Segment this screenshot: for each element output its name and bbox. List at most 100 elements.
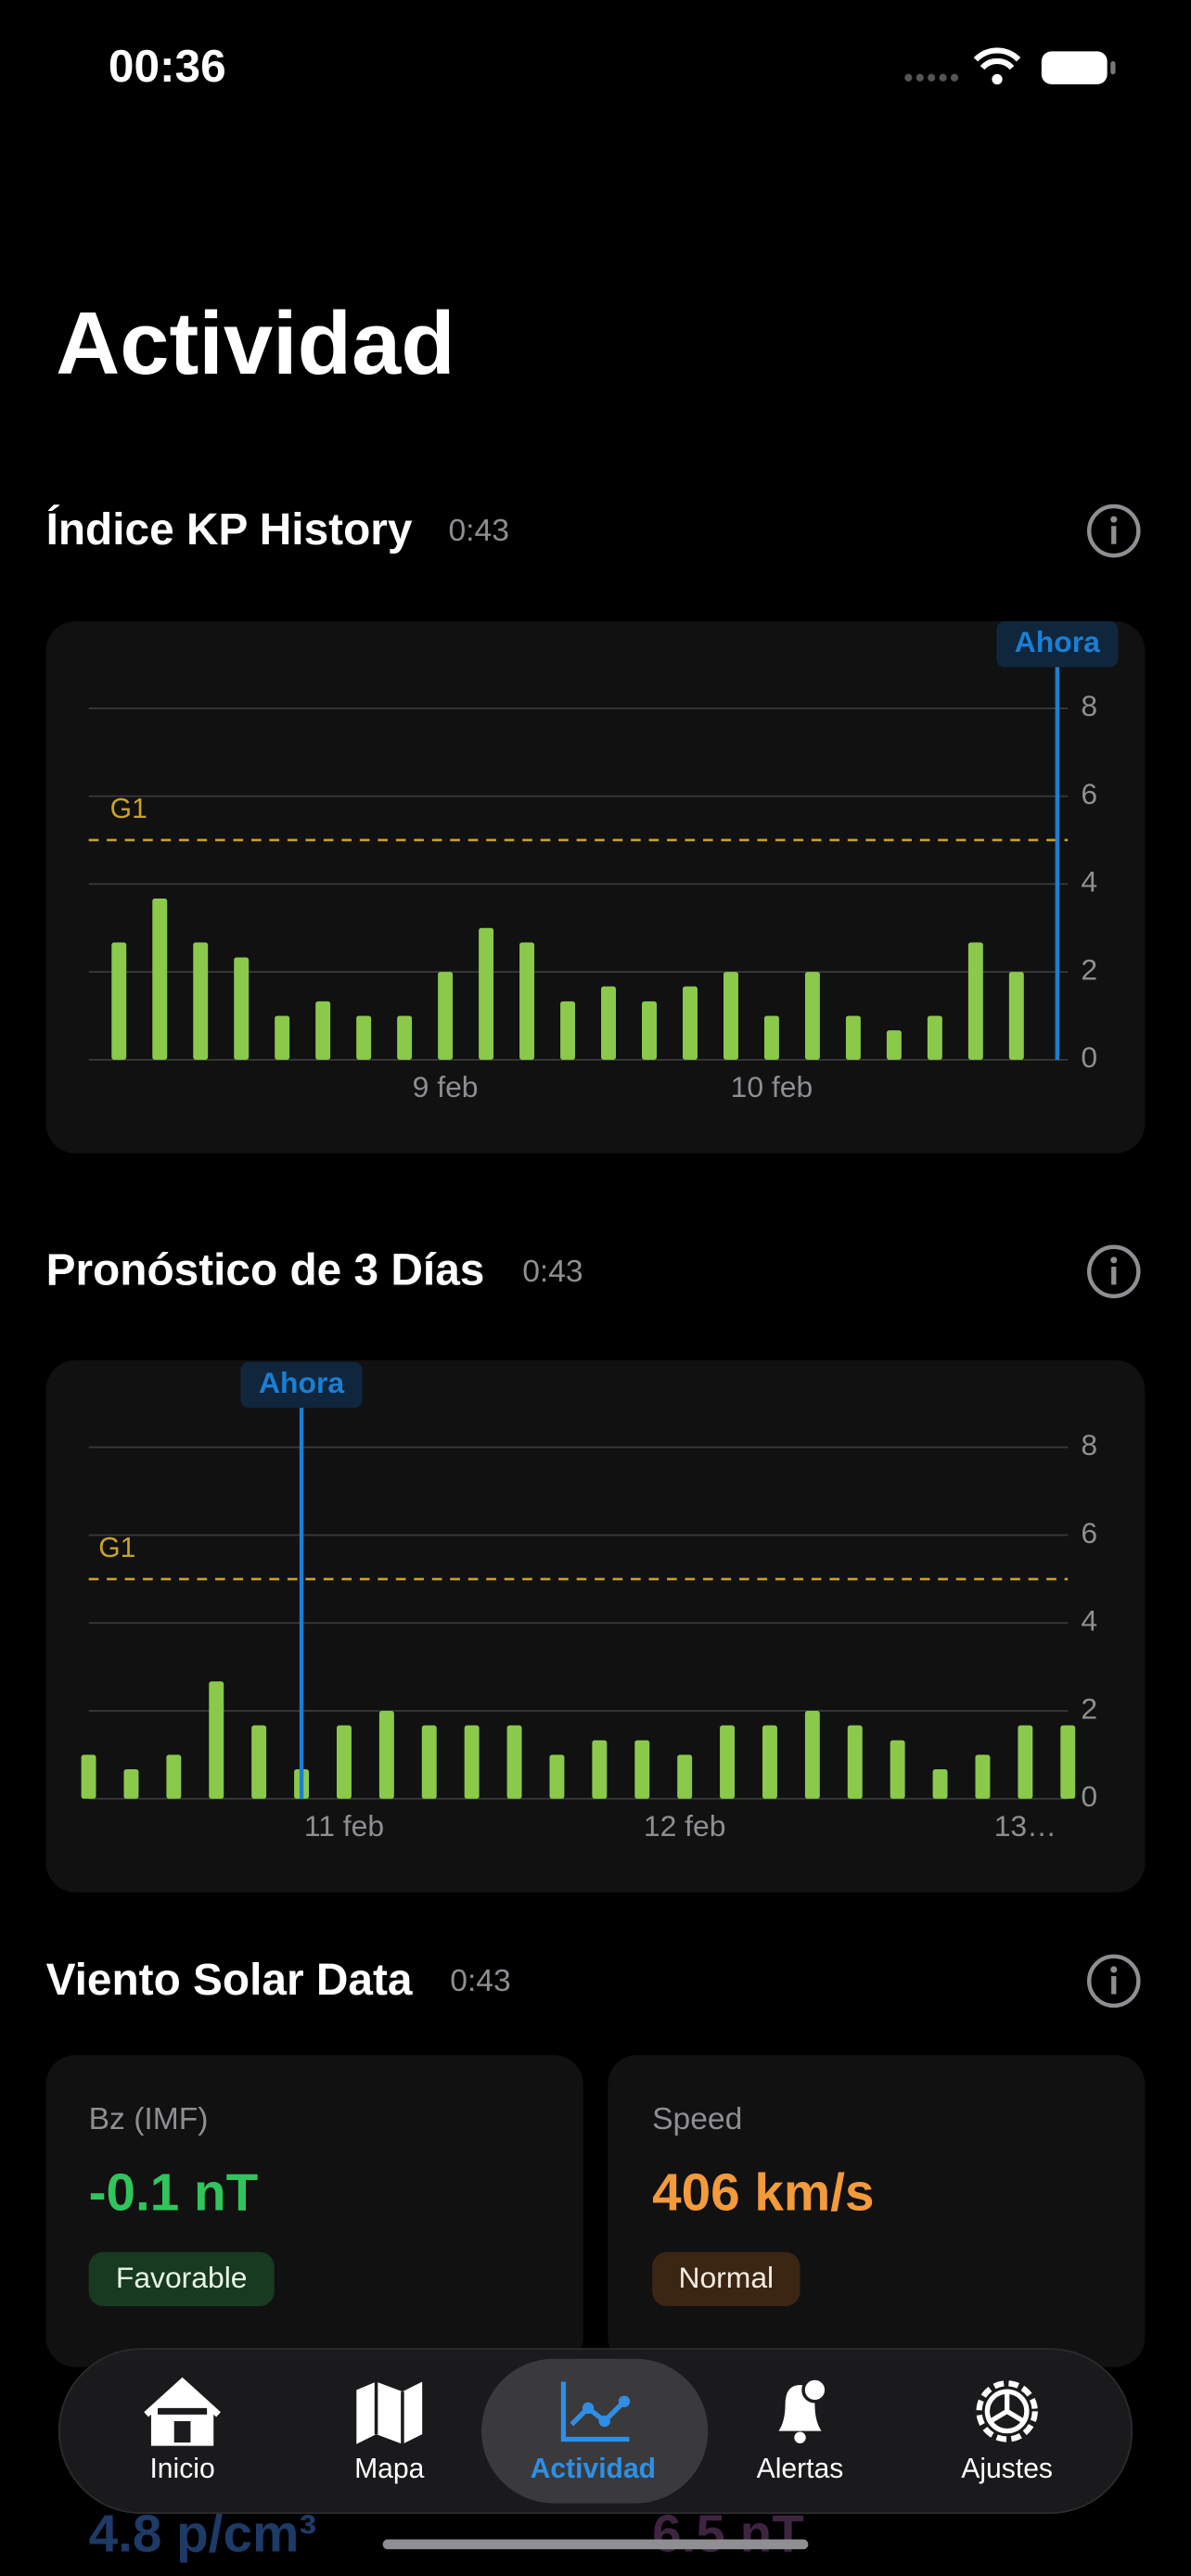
chart-card — [45, 620, 1146, 1154]
bar — [193, 942, 209, 1060]
bar — [315, 1001, 331, 1060]
bar — [1018, 1725, 1033, 1799]
threshold-label: G1 — [98, 1533, 135, 1563]
x-tick-label: 12 feb — [644, 1809, 726, 1843]
bar — [845, 1015, 861, 1060]
now-label: Ahora — [259, 1366, 344, 1399]
x-tick-label: 10 feb — [731, 1070, 813, 1103]
section-updated: 0:43 — [448, 514, 508, 548]
chart: 0 2 4 6 8 G1 11 feb 12 feb 13… Ahora — [81, 1361, 1097, 1843]
metric-value: 6.5 nT — [652, 2506, 804, 2564]
bar — [251, 1725, 267, 1799]
tab-label: Alertas — [757, 2454, 844, 2484]
bar — [677, 1754, 693, 1799]
metric-label: Bz (IMF) — [89, 2102, 209, 2136]
bar — [927, 1015, 942, 1060]
tab-item[interactable]: Mapa — [354, 2381, 425, 2485]
metric-label: Speed — [652, 2102, 742, 2136]
y-tick-label: 2 — [1081, 952, 1097, 986]
bar — [720, 1725, 736, 1799]
bar — [479, 927, 494, 1060]
bar — [967, 942, 983, 1060]
tab-label: Ajustes — [961, 2454, 1053, 2484]
x-tick-label: 11 feb — [304, 1809, 384, 1843]
bar — [464, 1725, 480, 1799]
x-tick-label: 13… — [994, 1809, 1057, 1843]
info-button[interactable] — [1086, 1244, 1141, 1299]
y-tick-label: 6 — [1081, 777, 1097, 810]
bar — [111, 942, 127, 1060]
bar — [890, 1740, 905, 1799]
now-tag — [240, 1361, 363, 1409]
y-tick-label: 6 — [1081, 1516, 1097, 1549]
metric-value: 406 km/s — [652, 2163, 874, 2222]
bar — [549, 1754, 565, 1799]
bar — [506, 1725, 522, 1799]
bar — [519, 942, 535, 1060]
section-updated: 0:43 — [522, 1255, 583, 1289]
bar — [421, 1725, 437, 1799]
bar — [763, 1015, 779, 1060]
info-button[interactable] — [1086, 504, 1141, 558]
bar — [166, 1754, 182, 1799]
tab-selected-bg — [480, 2358, 709, 2504]
bar — [397, 1015, 413, 1060]
y-tick-label: 4 — [1081, 1604, 1097, 1638]
now-tag — [996, 620, 1119, 668]
tab-label: Actividad — [531, 2454, 656, 2484]
bar — [356, 1015, 372, 1060]
metric-value: -0.1 nT — [89, 2163, 259, 2222]
bar — [378, 1711, 394, 1799]
tab-item[interactable]: Actividad — [531, 2381, 656, 2485]
y-tick-label: 8 — [1081, 1428, 1097, 1461]
bar — [723, 972, 738, 1060]
chart: 0 2 4 6 8 G1 9 feb 10 feb Ahora — [88, 620, 1119, 1103]
tab-item[interactable]: Alertas — [757, 2377, 844, 2484]
bar — [642, 1001, 657, 1060]
bar — [975, 1754, 991, 1799]
threshold-label: G1 — [110, 794, 147, 824]
tab-label: Mapa — [354, 2454, 425, 2484]
section-title: Viento Solar Data — [46, 1956, 413, 2005]
status-text: Favorable — [116, 2261, 248, 2294]
bar — [762, 1725, 777, 1799]
y-tick-label: 0 — [1081, 1779, 1097, 1813]
y-tick-label: 0 — [1081, 1040, 1097, 1074]
home-indicator — [382, 2539, 809, 2550]
bar — [1008, 972, 1024, 1060]
metric-value: 4.8 p/cm³ — [89, 2506, 317, 2564]
tab-item[interactable]: Inicio — [144, 2377, 221, 2485]
bar — [601, 986, 616, 1060]
info-button[interactable] — [1086, 1954, 1141, 2009]
bar — [634, 1740, 650, 1799]
status-pill — [652, 2251, 800, 2307]
status-pill — [88, 2251, 275, 2307]
chart-card — [45, 1359, 1146, 1893]
bar — [81, 1754, 96, 1799]
y-tick-label: 4 — [1081, 865, 1097, 899]
bar — [1060, 1725, 1076, 1799]
bar — [804, 1711, 820, 1799]
bar — [932, 1769, 948, 1799]
bar — [847, 1725, 863, 1799]
section-title: Pronóstico de 3 Días — [46, 1246, 485, 1295]
bar — [275, 1015, 290, 1060]
page-title: Actividad — [56, 294, 455, 393]
status-text: Normal — [678, 2261, 774, 2294]
bar — [804, 972, 820, 1060]
bar — [886, 1030, 902, 1060]
bar — [123, 1769, 139, 1799]
tab-label: Inicio — [149, 2454, 214, 2484]
bar — [683, 986, 698, 1060]
tab-item[interactable]: Ajustes — [961, 2380, 1053, 2484]
bar — [234, 957, 250, 1060]
status-time: 00:36 — [109, 40, 226, 92]
bar — [336, 1725, 352, 1799]
status-icons — [904, 47, 1116, 85]
bar — [152, 898, 168, 1060]
section-updated: 0:43 — [450, 1964, 510, 1998]
section-title: Índice KP History — [46, 504, 413, 555]
bar — [560, 1001, 576, 1060]
